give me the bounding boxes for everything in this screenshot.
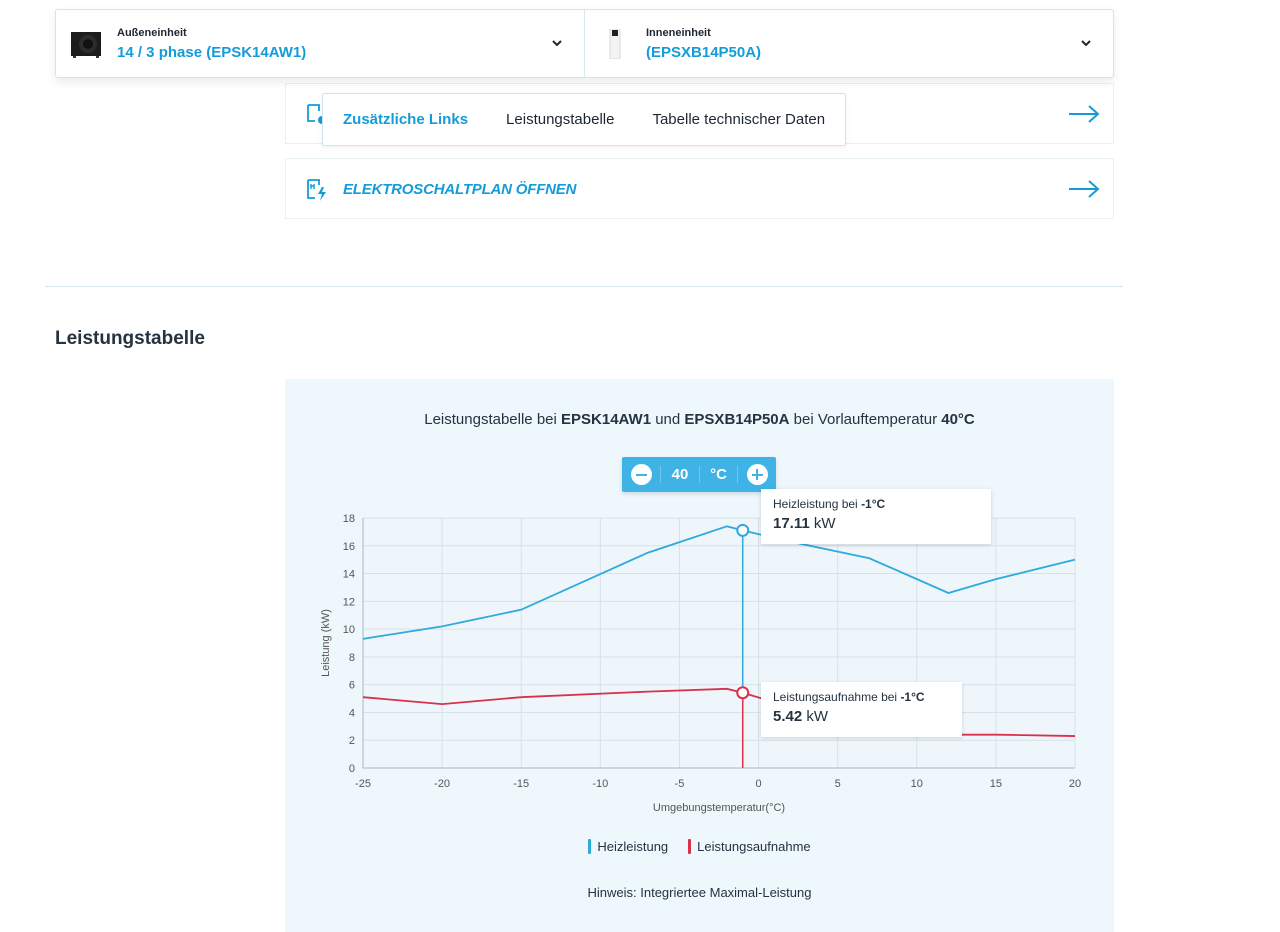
flow-temperature-unit: °C xyxy=(699,466,738,483)
chart-panel: Leistungstabelle bei EPSK14AW1 und EPSXB… xyxy=(285,379,1114,932)
y-axis-label: Leistung (kW) xyxy=(320,609,332,677)
plot-area xyxy=(363,518,1075,768)
indoor-unit-label: Inneneinheit xyxy=(646,26,711,39)
x-tick-label: -20 xyxy=(434,778,450,790)
outdoor-unit-select[interactable]: Außeneinheit 14 / 3 phase (EPSK14AW1) xyxy=(56,10,584,77)
chart-title-outdoor: EPSK14AW1 xyxy=(561,411,652,428)
performance-chart[interactable]: -25 -20 -15 -10 -5 0 5 10 15 20 0 2 4 6 8 10 12 14 16 18 Umg… xyxy=(285,379,1114,829)
tab-performance-table[interactable]: Leistungstabelle xyxy=(506,111,615,128)
power-tooltip-label: Leistungsaufnahme bei -1°C xyxy=(773,690,950,704)
power-tooltip-number: 5.42 xyxy=(773,708,803,725)
increase-temp-button[interactable] xyxy=(738,457,776,492)
heat-tooltip-unit: kW xyxy=(813,515,836,532)
legend-heat-swatch xyxy=(588,839,592,854)
power-highlight-point xyxy=(736,686,750,700)
y-tick-label: 0 xyxy=(349,763,355,775)
chart-title-suffix: bei Vorlauftemperatur xyxy=(789,411,942,428)
decrease-temp-button[interactable] xyxy=(622,457,660,492)
heat-tooltip-value: 17.11 kW xyxy=(773,515,979,532)
section-divider xyxy=(45,286,1123,287)
chart-note: Hinweis: Integriertee Maximal-Leistung xyxy=(587,885,812,900)
x-tick-label: -10 xyxy=(592,778,608,790)
flow-temperature-value: 40 xyxy=(660,466,699,483)
power-tooltip: Leistungsaufnahme bei -1°C 5.42 kW xyxy=(761,682,962,737)
chart-title-prefix: Leistungstabelle bei xyxy=(424,411,561,428)
outdoor-unit-label: Außeneinheit xyxy=(117,26,187,39)
chevron-down-icon[interactable] xyxy=(552,38,562,48)
chart-title-indoor: EPSXB14P50A xyxy=(684,411,790,428)
x-axis-label: Umgebungstemperatur(°C) xyxy=(653,802,785,814)
y-tick-label: 4 xyxy=(349,707,355,719)
tab-technical-data[interactable]: Tabelle technischer Daten xyxy=(652,111,826,128)
y-tick-label: 16 xyxy=(343,541,355,553)
y-tick-label: 6 xyxy=(349,680,355,692)
y-tick-label: 2 xyxy=(349,735,355,747)
section-title: Leistungstabelle xyxy=(55,328,205,349)
link-row-electro[interactable]: ELEKTROSCHALTPLAN ÖFFNEN xyxy=(285,158,1114,219)
legend-power-swatch xyxy=(688,839,692,854)
indoor-unit-value: (EPSXB14P50A) xyxy=(646,43,762,61)
heat-tooltip-temp: -1°C xyxy=(861,497,886,511)
wiring-diagram-icon xyxy=(307,179,326,201)
x-tick-label: 15 xyxy=(990,778,1002,790)
legend-heat[interactable]: Heizleistung xyxy=(588,839,668,854)
legend-heat-label: Heizleistung xyxy=(597,839,669,854)
legend-power-label: Leistungsaufnahme xyxy=(697,839,811,854)
chevron-down-icon[interactable] xyxy=(1081,38,1091,48)
power-tooltip-unit: kW xyxy=(806,708,829,725)
chart-legend: Heizleistung Leistungsaufnahme xyxy=(285,839,1114,854)
tab-additional-links[interactable]: Zusätzliche Links xyxy=(343,111,469,128)
unit-selector: Außeneinheit 14 / 3 phase (EPSK14AW1) In… xyxy=(55,9,1114,78)
x-tick-label: 5 xyxy=(835,778,841,790)
power-tooltip-label-text: Leistungsaufnahme bei xyxy=(773,690,901,704)
heat-tooltip-number: 17.11 xyxy=(773,515,810,532)
x-tick-label: 0 xyxy=(755,778,761,790)
legend-power[interactable]: Leistungsaufnahme xyxy=(688,839,811,854)
y-tick-label: 14 xyxy=(343,569,355,581)
minus-icon xyxy=(630,464,652,485)
y-tick-label: 10 xyxy=(343,624,355,636)
heat-highlight-point xyxy=(736,523,750,537)
x-tick-label: 20 xyxy=(1069,778,1081,790)
indoor-unit-thumbnail xyxy=(609,28,621,59)
y-tick-label: 8 xyxy=(349,652,355,664)
indoor-unit-select[interactable]: Inneneinheit (EPSXB14P50A) xyxy=(584,10,1113,77)
y-tick-label: 18 xyxy=(343,513,355,525)
electro-link-text: ELEKTROSCHALTPLAN ÖFFNEN xyxy=(343,181,577,198)
x-tick-label: 10 xyxy=(911,778,923,790)
x-tick-label: -25 xyxy=(355,778,371,790)
power-tooltip-temp: -1°C xyxy=(900,690,925,704)
tab-bar: Zusätzliche Links Leistungstabelle Tabel… xyxy=(322,93,846,146)
arrow-right-icon xyxy=(1069,180,1100,198)
y-tick-label: 12 xyxy=(343,596,355,608)
heat-tooltip-label-text: Heizleistung bei xyxy=(773,497,862,511)
flow-temperature-control: 40 °C xyxy=(622,457,776,492)
arrow-right-icon xyxy=(1069,105,1100,123)
chart-title: Leistungstabelle bei EPSK14AW1 und EPSXB… xyxy=(285,411,1114,428)
outdoor-unit-value: 14 / 3 phase (EPSK14AW1) xyxy=(117,43,307,61)
chart-title-temp: 40°C xyxy=(941,411,975,428)
outdoor-unit-thumbnail xyxy=(71,31,101,58)
chart-title-mid: und xyxy=(651,411,685,428)
x-tick-label: -15 xyxy=(513,778,529,790)
heat-tooltip-label: Heizleistung bei -1°C xyxy=(773,497,979,511)
plus-icon xyxy=(746,464,768,485)
power-tooltip-value: 5.42 kW xyxy=(773,708,950,725)
x-tick-label: -5 xyxy=(675,778,685,790)
heat-tooltip: Heizleistung bei -1°C 17.11 kW xyxy=(761,489,991,544)
